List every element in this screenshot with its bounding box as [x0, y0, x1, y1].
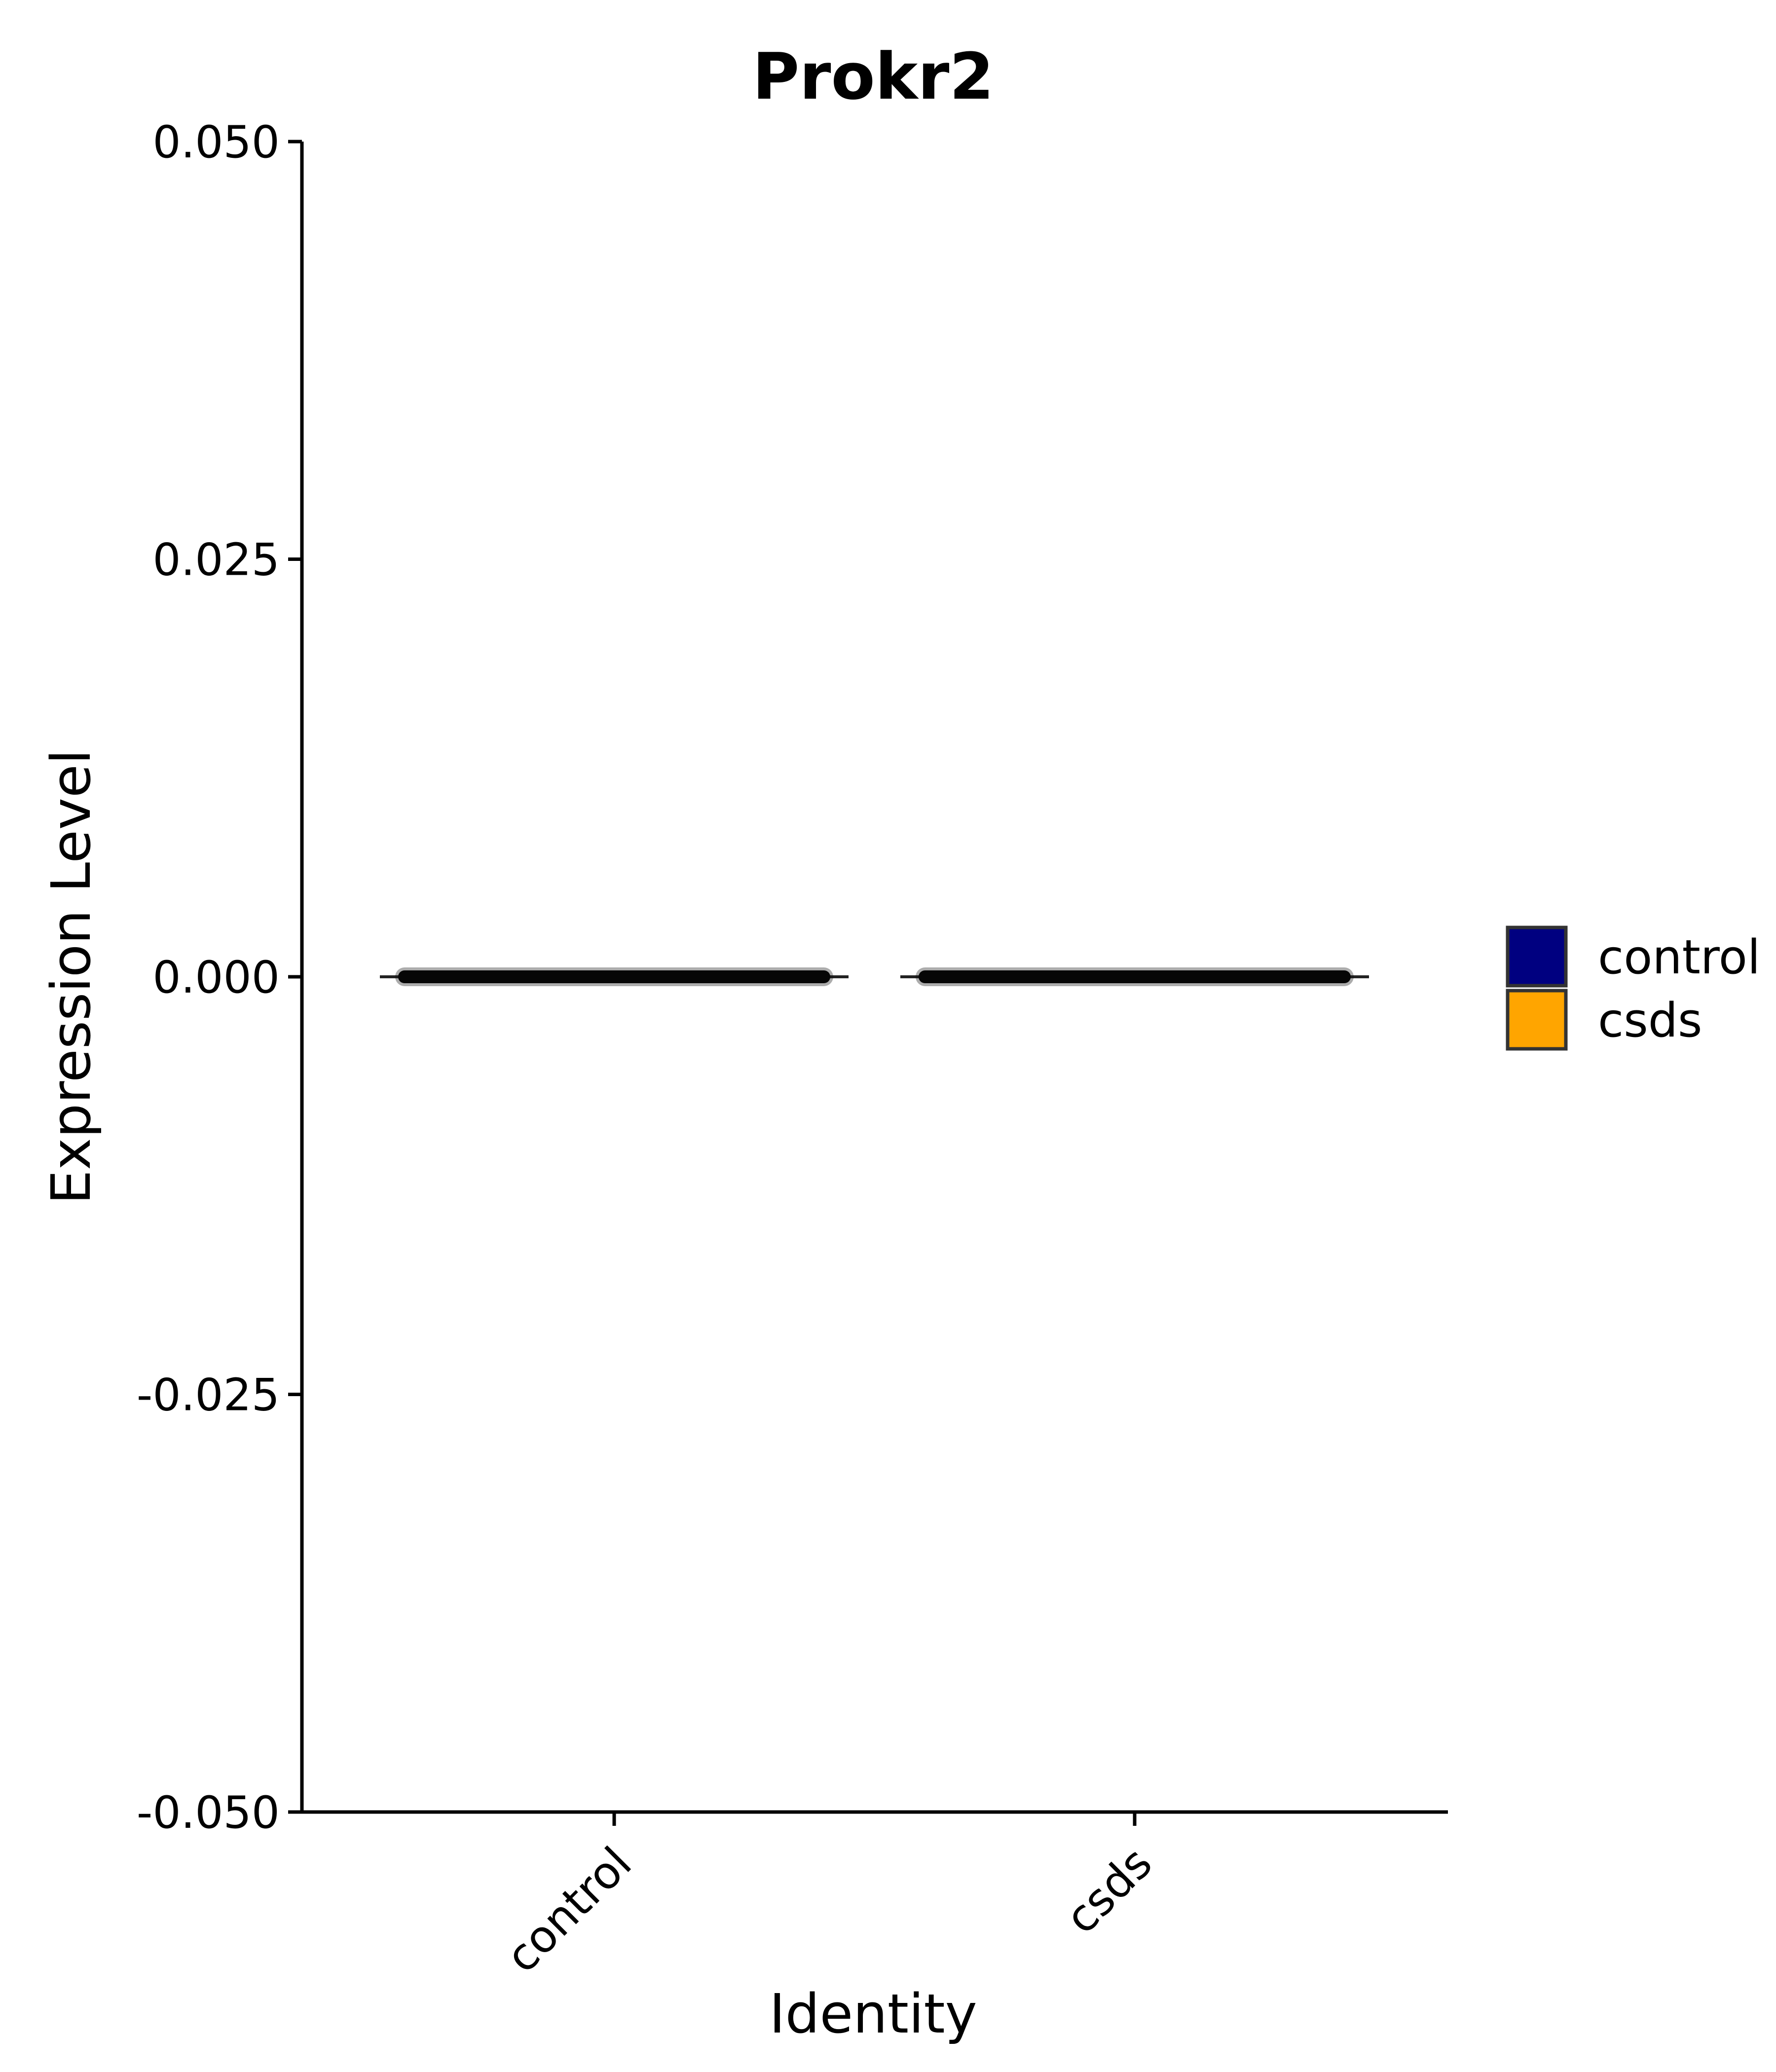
y-axis-title: Expression Level [39, 749, 103, 1204]
legend-label: control [1598, 930, 1760, 985]
y-axis: -0.050 -0.025 0.000 0.025 0.050 [137, 116, 304, 1839]
y-tick-label: 0.025 [152, 534, 280, 586]
legend-swatch-csds [1506, 989, 1568, 1051]
x-tick-label: control [496, 1837, 642, 1983]
chart-title: Prokr2 [752, 39, 994, 114]
y-tick-label: -0.050 [137, 1787, 280, 1839]
x-axis-title: Identity [769, 1982, 977, 2045]
legend-swatch-control [1506, 925, 1568, 988]
x-axis: control csds [302, 1810, 1448, 1983]
y-tick-label: -0.025 [137, 1369, 280, 1421]
legend: control csds [1506, 925, 1760, 1051]
y-tick-label: 0.050 [152, 116, 280, 168]
y-tick-label: 0.000 [152, 952, 280, 1003]
legend-label: csds [1598, 994, 1702, 1048]
x-tick-label: csds [1056, 1837, 1162, 1944]
